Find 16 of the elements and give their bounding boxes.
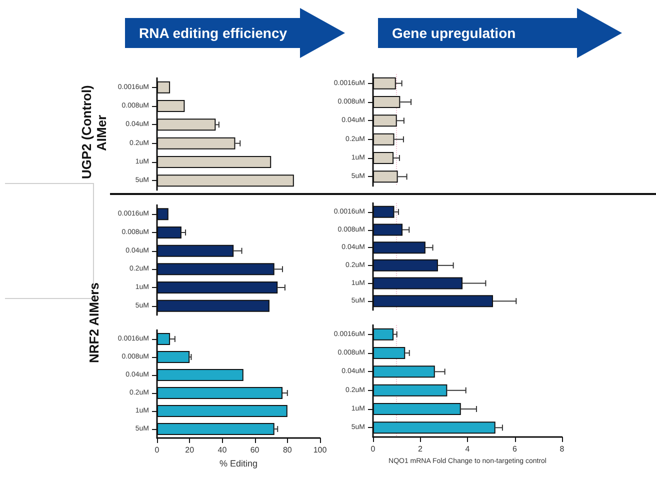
x-tick-label: 2	[418, 444, 424, 454]
x-tick-label: 80	[282, 446, 292, 454]
x-tick-label: 60	[250, 446, 260, 454]
x-tick-label: 100	[313, 446, 328, 454]
x-tick-label: 20	[185, 446, 195, 454]
chart-title: RNA editing efficiency	[139, 25, 288, 41]
x-tick-label: 4	[465, 444, 470, 454]
x-axis-title: % Editing	[219, 458, 258, 468]
x-tick-label: 8	[560, 444, 565, 454]
x-tick-label: 0	[370, 444, 376, 454]
y-axis-title: NRF2 AIMers	[86, 281, 102, 365]
y-axis-title: UGP2 (Control) AIMer	[78, 84, 110, 182]
x-tick-label: 40	[218, 446, 228, 454]
x-tick-label: 6	[512, 444, 518, 454]
x-tick-label: 0	[154, 446, 160, 454]
chart-title: Gene upregulation	[392, 25, 516, 41]
